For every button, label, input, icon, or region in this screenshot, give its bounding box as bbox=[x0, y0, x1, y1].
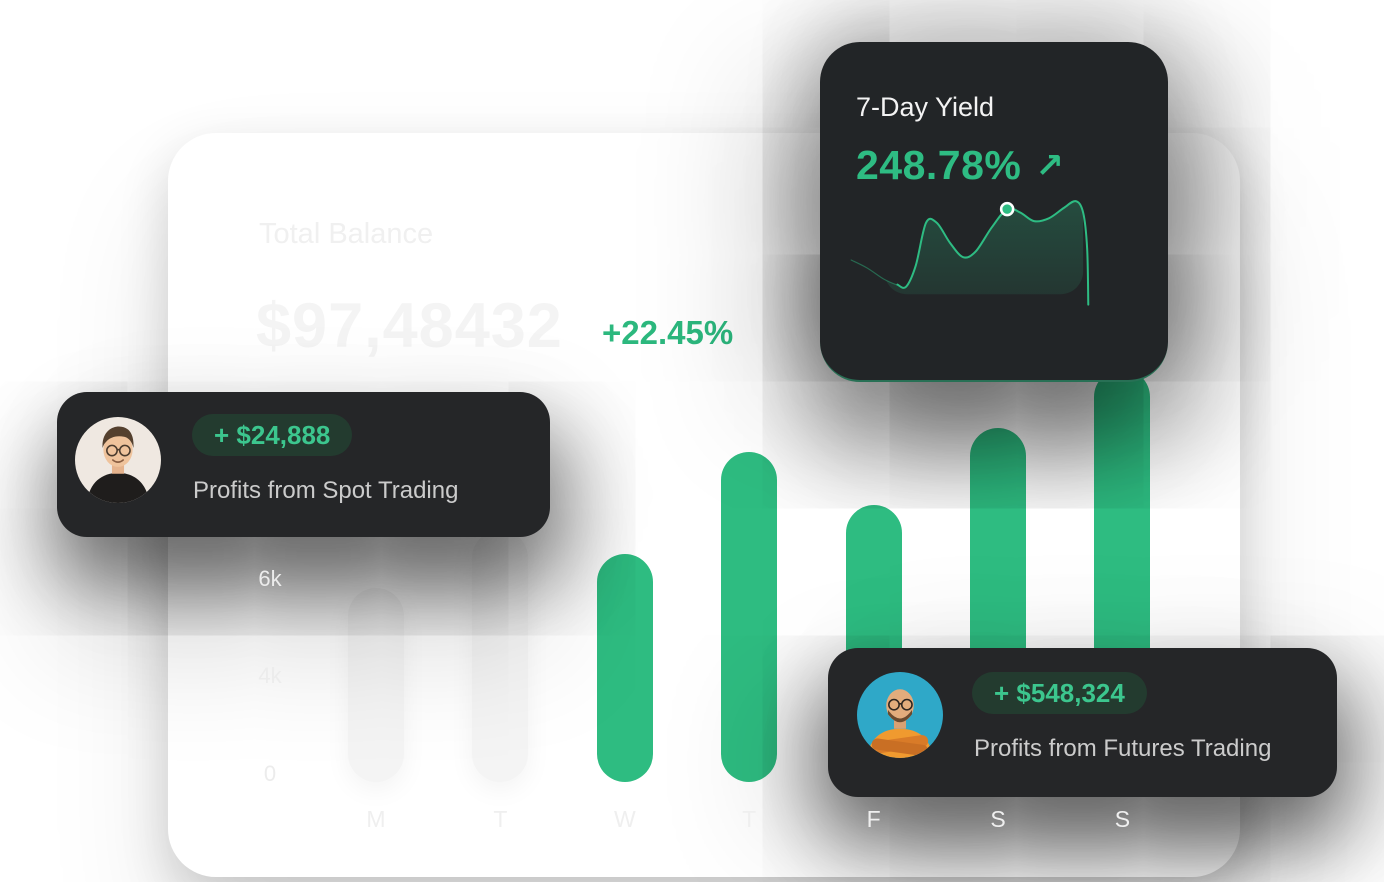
total-balance-amount: $97,48432 bbox=[256, 291, 563, 361]
futures-trading-card: + $548,324 Profits from Futures Trading bbox=[828, 648, 1337, 797]
spot-profit-label: Profits from Spot Trading bbox=[193, 477, 459, 504]
x-label-M-0: M bbox=[366, 806, 386, 832]
x-label-T-1: T bbox=[493, 806, 508, 832]
bar-M-0 bbox=[348, 587, 404, 782]
x-label-S-6: S bbox=[1114, 806, 1131, 832]
x-label-F-4: F bbox=[866, 806, 881, 832]
yield-value-row: 248.78% ↗ bbox=[856, 142, 1064, 189]
futures-profit-label: Profits from Futures Trading bbox=[974, 735, 1272, 762]
x-label-T-3: T bbox=[742, 806, 757, 832]
yield-title: 7-Day Yield bbox=[856, 92, 995, 122]
y-tick-4k: 4k bbox=[258, 663, 282, 688]
avatar bbox=[75, 417, 161, 503]
x-label-W-2: W bbox=[613, 806, 636, 832]
avatar bbox=[857, 672, 943, 758]
spot-trader-avatar-image bbox=[75, 417, 161, 503]
futures-profit-badge: + $548,324 bbox=[972, 672, 1147, 714]
trend-up-arrow-icon: ↗ bbox=[1035, 146, 1064, 185]
bar-T-1 bbox=[472, 529, 529, 782]
spot-profit-badge: + $24,888 bbox=[192, 414, 353, 456]
yield-value: 248.78% bbox=[856, 142, 1022, 188]
x-label-S-5: S bbox=[990, 806, 1006, 832]
total-balance-label: Total Balance bbox=[259, 218, 434, 250]
y-tick-6k: 6k bbox=[258, 566, 282, 591]
spot-trading-card: + $24,888 Profits from Spot Trading bbox=[57, 392, 550, 537]
y-tick-0: 0 bbox=[263, 761, 277, 786]
seven-day-yield-card: 7-Day Yield 248.78% ↗ bbox=[820, 42, 1168, 382]
balance-change-percent: +22.45% bbox=[602, 314, 734, 351]
bar-W-2 bbox=[596, 553, 653, 782]
futures-trader-avatar-image bbox=[857, 672, 943, 758]
bar-T-3 bbox=[721, 451, 778, 782]
